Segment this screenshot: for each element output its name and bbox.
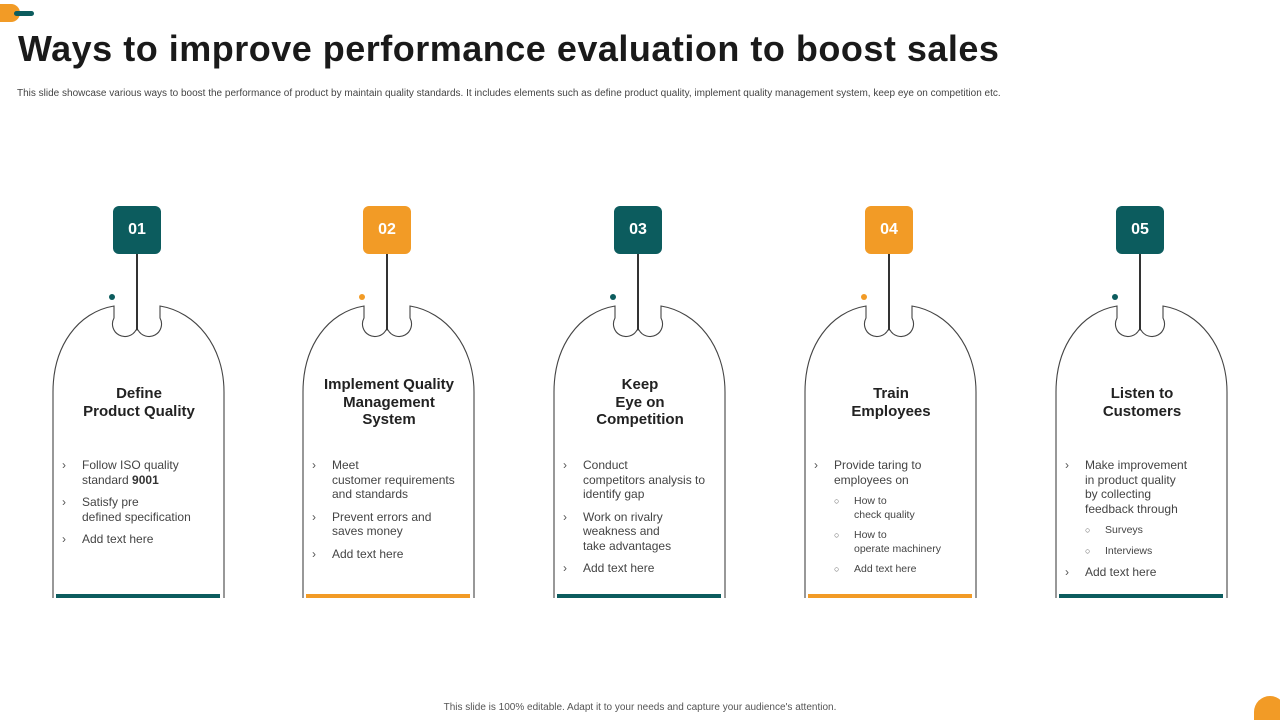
card-bottom-bar [306, 594, 470, 598]
chevron-right-icon: › [1065, 565, 1069, 579]
list-item: › Add text here [62, 532, 154, 546]
card-bottom-bar [808, 594, 972, 598]
card-keep-eye-on-competition: 03 Keep Eye on Competition › Conduct competito… [553, 206, 727, 600]
list-item: › Follow ISO quality standard 9001 [62, 458, 179, 487]
footer-note: This slide is 100% editable. Adapt it to… [443, 702, 837, 713]
corner-accent-orange [0, 4, 20, 22]
card-bottom-bar [56, 594, 220, 598]
list-item: › Prevent errors and saves money [312, 509, 432, 539]
list-item: › Add text here [312, 546, 404, 561]
card-bullet-list: › Follow ISO quality standard 9001 › Satisfy… [52, 458, 226, 555]
page-title: Ways to improve performance evaluation t… [18, 28, 1000, 69]
card-heading: Listen to Customers [1102, 385, 1182, 420]
card-bottom-bar [1059, 594, 1223, 598]
list-item: › Work on rivalry weakness and take advanta… [563, 509, 672, 553]
connector-line [136, 254, 138, 330]
chevron-right-icon: › [62, 495, 66, 509]
connector-line [386, 254, 388, 330]
card-arch-outline [52, 305, 225, 598]
sub-list-item: ○ Interviews [1085, 544, 1153, 557]
card-train-employees: 04 Train Employees › Provide taring to employ… [804, 206, 978, 600]
sub-list-item: ○ How to operate machinery [834, 529, 941, 555]
card-heading: Train Employees [851, 385, 931, 420]
card-listen-to-customers: 05 Listen to Customers › Make improvement in … [1055, 206, 1229, 600]
sub-list-item: ○ How to check quality [834, 495, 915, 521]
chevron-right-icon: › [62, 458, 66, 472]
chevron-right-icon: › [563, 458, 567, 472]
card-arch-outline [553, 305, 726, 598]
chevron-right-icon: › [814, 458, 818, 472]
page-subtitle: This slide showcase various ways to boos… [17, 88, 1001, 99]
accent-dot [861, 294, 867, 300]
list-item: › Add text here [563, 561, 655, 575]
list-item: › Meet customer requirements and standards [312, 458, 455, 501]
step-number-badge: 03 [614, 206, 662, 254]
step-number-badge: 01 [113, 206, 161, 254]
step-number-badge: 02 [363, 206, 411, 254]
corner-accent-teal [14, 11, 34, 16]
card-define-product-quality: 01 Define Product Quality › Follow ISO quali… [52, 206, 226, 600]
card-bullet-list: › Make improvement in product quality by co… [1055, 458, 1229, 588]
connector-line [637, 254, 639, 330]
accent-dot [610, 294, 616, 300]
list-item: › Make improvement in product quality by co… [1065, 458, 1188, 516]
circle-bullet-icon: ○ [834, 496, 840, 506]
card-arch-outline [804, 305, 977, 598]
connector-line [888, 254, 890, 330]
accent-dot [359, 294, 365, 300]
accent-dot [1112, 294, 1118, 300]
list-item: › Provide taring to employees on [814, 458, 922, 487]
sub-list-item: ○ Add text here [834, 563, 917, 575]
chevron-right-icon: › [312, 546, 316, 561]
circle-bullet-icon: ○ [1085, 525, 1091, 535]
card-heading: Keep Eye on Competition [596, 376, 684, 428]
connector-line [1139, 254, 1141, 330]
circle-bullet-icon: ○ [1085, 545, 1091, 556]
card-arch-outline [1055, 305, 1228, 598]
card-heading: Define Product Quality [83, 385, 195, 420]
list-item: › Conduct competitors analysis to identify … [563, 458, 706, 501]
card-heading: Implement Quality Management System [323, 376, 455, 428]
card-implement-quality-management: 02 Implement Quality Management System › Meet… [302, 206, 476, 600]
circle-bullet-icon: ○ [834, 530, 840, 540]
chevron-right-icon: › [62, 532, 66, 546]
step-number-badge: 04 [865, 206, 913, 254]
chevron-right-icon: › [312, 509, 316, 524]
card-bullet-list: › Provide taring to employees on ○ How to che… [804, 458, 978, 584]
card-bullet-list: › Conduct competitors analysis to identify … [553, 458, 727, 584]
accent-dot [109, 294, 115, 300]
card-bullet-list: › Meet customer requirements and standards ›… [302, 458, 476, 569]
step-number-badge: 05 [1116, 206, 1164, 254]
list-item: › Add text here [1065, 565, 1157, 579]
chevron-right-icon: › [563, 509, 567, 524]
sub-list-item: ○ Surveys [1085, 524, 1143, 536]
corner-accent-bottom-right [1254, 696, 1280, 720]
chevron-right-icon: › [312, 458, 316, 472]
card-bottom-bar [557, 594, 721, 598]
card-arch-outline [302, 305, 475, 598]
circle-bullet-icon: ○ [834, 564, 840, 574]
list-item: › Satisfy pre defined specification [62, 495, 191, 524]
chevron-right-icon: › [563, 561, 567, 575]
chevron-right-icon: › [1065, 458, 1069, 472]
